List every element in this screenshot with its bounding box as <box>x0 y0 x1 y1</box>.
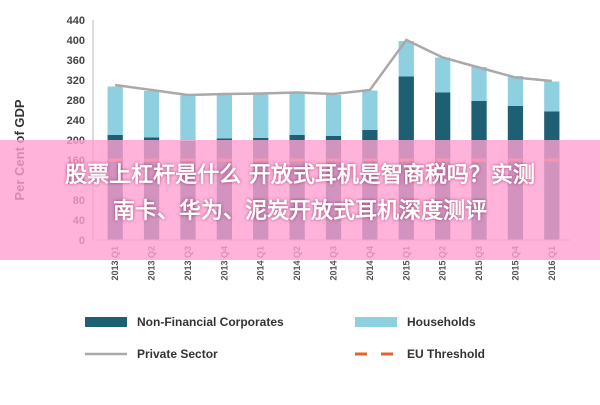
x-tick-label: 2013 Q3 <box>183 246 193 281</box>
y-tick-label: 400 <box>67 35 85 47</box>
legend: Non-Financial Corporates Households Privat… <box>85 315 485 361</box>
x-tick-label: 2014 Q4 <box>365 246 375 281</box>
y-tick-label: 280 <box>67 95 85 107</box>
line-private-sector <box>115 38 552 97</box>
legend-swatch <box>355 317 397 327</box>
x-tick-label: 2013 Q4 <box>219 246 229 281</box>
y-tick-label: 440 <box>67 15 85 27</box>
bar-households <box>544 81 560 112</box>
bar-households <box>143 91 160 138</box>
bar-households <box>107 86 123 135</box>
x-tick-label: 2014 Q1 <box>256 246 266 281</box>
x-tick-label: 2015 Q3 <box>474 246 484 281</box>
bar-households <box>435 57 451 93</box>
legend-label: Non-Financial Corporates <box>137 315 284 329</box>
bar-households <box>180 95 196 141</box>
x-tick-label: 2015 Q2 <box>438 246 448 281</box>
legend-label: EU Threshold <box>407 347 485 361</box>
x-tick-label: 2015 Q1 <box>401 246 411 281</box>
legend-label: Households <box>407 315 476 329</box>
x-tick-label: 2014 Q3 <box>329 246 339 281</box>
bar-households <box>325 95 342 136</box>
bar-households <box>398 41 414 77</box>
y-tick-label: 360 <box>67 55 85 67</box>
overlay-banner <box>0 140 600 260</box>
y-tick-label: 320 <box>67 75 85 87</box>
legend-swatch <box>85 317 127 327</box>
overlay-line-1: 股票上杠杆是什么 开放式耳机是智商税吗？实测 <box>65 163 535 188</box>
x-tick-label: 2014 Q2 <box>292 246 302 281</box>
x-tick-label: 2016 Q1 <box>547 246 557 281</box>
bar-households <box>289 93 305 135</box>
x-tick-label: 2013 Q1 <box>110 246 120 281</box>
bar-households <box>253 94 269 138</box>
bar-households <box>216 95 232 139</box>
bar-households <box>471 67 487 101</box>
y-tick-label: 240 <box>67 115 85 127</box>
x-tick-label: 2015 Q4 <box>510 246 520 281</box>
x-tick-label: 2013 Q2 <box>147 246 157 281</box>
bar-households <box>362 90 378 130</box>
overlay-text: 股票上杠杆是什么 开放式耳机是智商税吗？实测 南卡、华为、泥炭开放式耳机深度测评 <box>0 158 600 230</box>
legend-label: Private Sector <box>137 347 218 361</box>
overlay-line-2: 南卡、华为、泥炭开放式耳机深度测评 <box>112 199 487 224</box>
bar-households <box>507 76 524 106</box>
